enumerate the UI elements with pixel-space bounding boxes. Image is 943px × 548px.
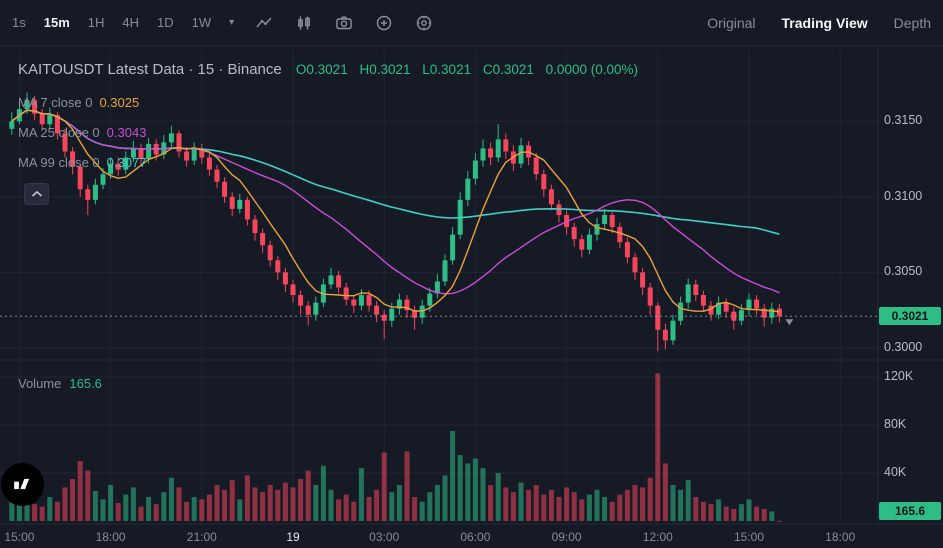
chart-header: KAITOUSDT Latest Data · 15 · Binance O0.… [18, 61, 646, 78]
last-price-badge: 0.3021 [879, 307, 941, 326]
time-axis-label: 12:00 [642, 530, 673, 544]
volume-axis-label: 40K [884, 465, 907, 479]
time-axis-label: 18:00 [825, 530, 856, 544]
timeframe-1d[interactable]: 1D [157, 15, 174, 30]
time-axis-label: 18:00 [95, 530, 126, 544]
price-axis-label: 0.3100 [884, 188, 923, 203]
ohlc-change: 0.0000 (0.00%) [545, 62, 638, 77]
settings-icon[interactable] [410, 9, 438, 37]
ma99-label: MA 99 close 0 [18, 155, 100, 170]
price-axis-label: 0.3050 [884, 264, 923, 279]
tradingview-watermark-icon[interactable] [1, 463, 44, 506]
timeframe-dropdown-caret-icon[interactable]: ▾ [229, 17, 235, 28]
price-marker-icon [785, 319, 794, 326]
zoom-in-icon[interactable] [370, 9, 398, 37]
ma25-legend: MA 25 close 0 0.3043 [18, 125, 146, 140]
volume-label: Volume [18, 376, 62, 391]
tab-trading-view[interactable]: Trading View [781, 14, 868, 31]
time-axis-label: 15:00 [4, 530, 35, 544]
indicators-icon[interactable] [290, 9, 318, 37]
price-axis-label: 0.3000 [884, 339, 923, 354]
time-axis-label: 19 [286, 530, 300, 544]
timeframe-4h[interactable]: 4H [122, 15, 140, 30]
ohlc-low: L0.3021 [422, 62, 472, 77]
ma25-value: 0.3043 [106, 125, 147, 140]
ma7-label: MA 7 close 0 [18, 95, 93, 110]
time-axis-label: 03:00 [369, 530, 400, 544]
volume-axis-label: 120K [884, 369, 914, 383]
ma7-line [11, 109, 780, 313]
volume-bars [9, 373, 782, 522]
time-axis-label: 21:00 [186, 530, 217, 544]
ohlc-close: C0.3021 [482, 62, 534, 77]
price-axis-label: 0.3150 [884, 113, 923, 128]
ma7-value: 0.3025 [99, 95, 140, 110]
line-chart-icon[interactable] [250, 9, 278, 37]
volume-value: 165.6 [69, 376, 102, 391]
time-axis-label: 15:00 [733, 530, 765, 544]
ohlc-open: O0.3021 [295, 62, 348, 77]
collapse-legend-button[interactable] [24, 183, 49, 205]
ohlc-high: H0.3021 [359, 62, 411, 77]
chart-toolbar: 1s 15m 1H 4H 1D 1W ▾ Original Trading Vi… [0, 0, 943, 46]
timeframe-15m[interactable]: 15m [43, 15, 70, 30]
time-axis-label: 09:00 [551, 530, 582, 544]
symbol-title: KAITOUSDT Latest Data · 15 · Binance [18, 61, 282, 78]
volume-axis-label: 80K [884, 417, 907, 431]
ma25-label: MA 25 close 0 [18, 125, 100, 140]
candles-layer [9, 92, 782, 351]
timeframe-1s[interactable]: 1s [12, 15, 26, 30]
time-axis-label: 06:00 [460, 530, 491, 544]
tab-depth[interactable]: Depth [893, 14, 931, 31]
camera-icon[interactable] [330, 9, 358, 37]
ma99-legend: MA 99 close 0 0.3077 [18, 155, 146, 170]
timeframe-1h[interactable]: 1H [87, 15, 105, 30]
timeframe-1w[interactable]: 1W [191, 15, 212, 30]
ohlc-readout: O0.3021 H0.3021 L0.3021 C0.3021 0.0000 (… [296, 62, 646, 77]
last-volume-badge: 165.6 [879, 502, 941, 520]
ma25-line [11, 109, 780, 295]
ma99-value: 0.3077 [106, 155, 147, 170]
tab-original[interactable]: Original [707, 14, 756, 31]
chevron-up-icon [31, 190, 42, 197]
ma7-legend: MA 7 close 0 0.3025 [18, 95, 139, 110]
volume-legend: Volume 165.6 [18, 376, 102, 391]
